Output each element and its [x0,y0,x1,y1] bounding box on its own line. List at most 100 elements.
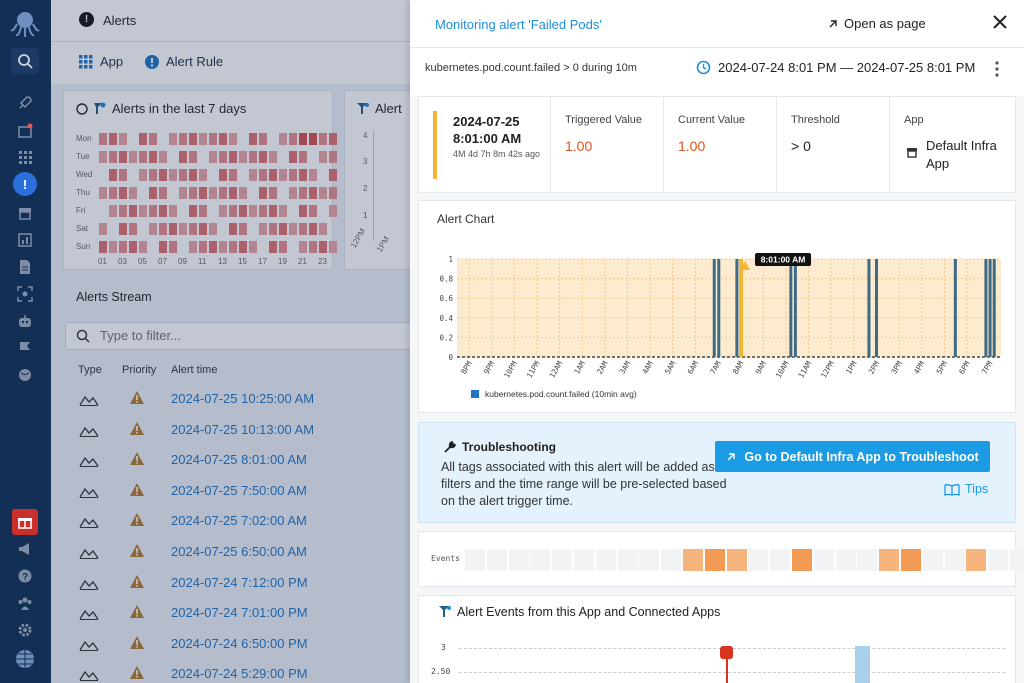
heatmap-cell[interactable] [129,241,137,253]
heatmap-cell[interactable] [319,223,327,235]
heatmap-cell[interactable] [109,187,117,199]
event-cell[interactable] [704,549,725,571]
heatmap-cell[interactable] [159,241,167,253]
heatmap-cell[interactable] [169,223,177,235]
heatmap-cell[interactable] [279,241,287,253]
heatmap-cell[interactable] [329,241,337,253]
heatmap-cell[interactable] [149,151,157,163]
inbox-icon[interactable] [10,118,40,144]
heatmap-cell[interactable] [189,241,197,253]
heatmap-cell[interactable] [319,241,327,253]
heatmap-cell[interactable] [329,151,337,163]
heatmap-cell[interactable] [329,205,337,217]
heatmap-cell[interactable] [289,187,297,199]
heatmap-cell[interactable] [209,151,217,163]
event-cell[interactable] [639,549,660,571]
heatmap-cell[interactable] [119,151,127,163]
heatmap-cell[interactable] [269,241,277,253]
stream-row[interactable]: 2024-07-24 6:50:00 PM [51,629,411,659]
heatmap-cell[interactable] [249,133,257,145]
heatmap-cell[interactable] [109,169,117,181]
heatmap-cell[interactable] [319,151,327,163]
heatmap-cell[interactable] [99,133,107,145]
data-bar[interactable] [867,259,871,357]
heatmap-cell[interactable] [269,169,277,181]
go-to-app-button[interactable]: Go to Default Infra App to Troubleshoot [715,441,990,472]
stream-row[interactable]: 2024-07-25 10:13:00 AM [51,415,411,445]
heatmap-cell[interactable] [229,187,237,199]
stream-row[interactable]: 2024-07-24 7:01:00 PM [51,598,411,628]
event-cell[interactable] [966,549,987,571]
data-bar[interactable] [984,259,988,357]
stream-row[interactable]: 2024-07-25 6:50:00 AM [51,537,411,567]
alert-time-link[interactable]: 2024-07-24 7:01:00 PM [171,605,308,621]
heatmap-cell[interactable] [199,133,207,145]
heatmap-cell[interactable] [319,187,327,199]
heatmap-cell[interactable] [169,241,177,253]
heatmap-cell[interactable] [279,223,287,235]
heatmap-cell[interactable] [249,169,257,181]
heatmap-cell[interactable] [109,205,117,217]
heatmap-cell[interactable] [239,205,247,217]
bot-icon[interactable] [10,308,40,334]
event-cell[interactable] [792,549,812,571]
heatmap-cell[interactable] [109,151,117,163]
heatmap-cell[interactable] [299,133,307,145]
event-cell[interactable] [835,549,856,571]
event-marker-icon[interactable] [720,646,733,659]
event-cell[interactable] [574,549,594,571]
heatmap-cell[interactable] [159,151,167,163]
heatmap-cell[interactable] [129,187,137,199]
heatmap-cell[interactable] [229,151,237,163]
event-cell[interactable] [486,549,507,571]
heatmap-cell[interactable] [169,133,177,145]
heatmap-cell[interactable] [99,187,107,199]
heatmap-cell[interactable] [169,169,177,181]
event-cell[interactable] [508,549,529,571]
heatmap-cell[interactable] [269,223,277,235]
tab-alert-rule[interactable]: Alert Rule [145,54,223,69]
heatmap-cell[interactable] [249,205,257,217]
event-cell[interactable] [1010,549,1024,571]
heatmap-cell[interactable] [139,241,147,253]
heatmap-cell[interactable] [239,187,247,199]
heatmap-cell[interactable] [149,205,157,217]
heatmap-cell[interactable] [189,169,197,181]
data-bar[interactable] [789,259,793,357]
heatmap-cell[interactable] [319,133,327,145]
heatmap-cell[interactable] [219,169,227,181]
stream-row[interactable]: 2024-07-24 5:29:00 PM [51,659,411,683]
heatmap-cell[interactable] [299,223,307,235]
heatmap-cell[interactable] [309,169,317,181]
stream-row[interactable]: 2024-07-25 7:50:00 AM [51,476,411,506]
heatmap-cell[interactable] [229,223,237,235]
heatmap-cell[interactable] [109,241,117,253]
heatmap-cell[interactable] [139,133,147,145]
rocket-icon[interactable] [10,90,40,116]
heatmap-cell[interactable] [129,223,137,235]
data-bar[interactable] [735,259,739,357]
heatmap-cell[interactable] [229,169,237,181]
heatmap-cell[interactable] [189,223,197,235]
heatmap-cell[interactable] [199,241,207,253]
heatmap-cell[interactable] [159,169,167,181]
alert-time-link[interactable]: 2024-07-25 10:25:00 AM [171,391,315,406]
data-bar[interactable] [953,259,957,357]
heatmap-cell[interactable] [179,151,187,163]
heatmap-cell[interactable] [179,133,187,145]
alert-time-link[interactable]: 2024-07-25 7:50:00 AM [171,482,307,498]
heatmap-cell[interactable] [199,205,207,217]
heatmap-cell[interactable] [259,187,267,199]
heatmap-cell[interactable] [299,151,307,163]
heatmap-cell[interactable] [279,205,287,217]
event-cell[interactable] [988,549,1009,571]
heatmap-cell[interactable] [119,133,127,145]
heatmap-cell[interactable] [189,187,197,199]
data-bar[interactable] [712,259,716,357]
alert-time-link[interactable]: 2024-07-25 8:01:00 AM [171,452,307,468]
alert-time-link[interactable]: 2024-07-25 7:02:00 AM [171,513,307,529]
heatmap-cell[interactable] [139,205,147,217]
bar-chart-icon[interactable] [10,227,40,253]
heatmap-cell[interactable] [229,133,237,145]
heatmap-cell[interactable] [159,205,167,217]
